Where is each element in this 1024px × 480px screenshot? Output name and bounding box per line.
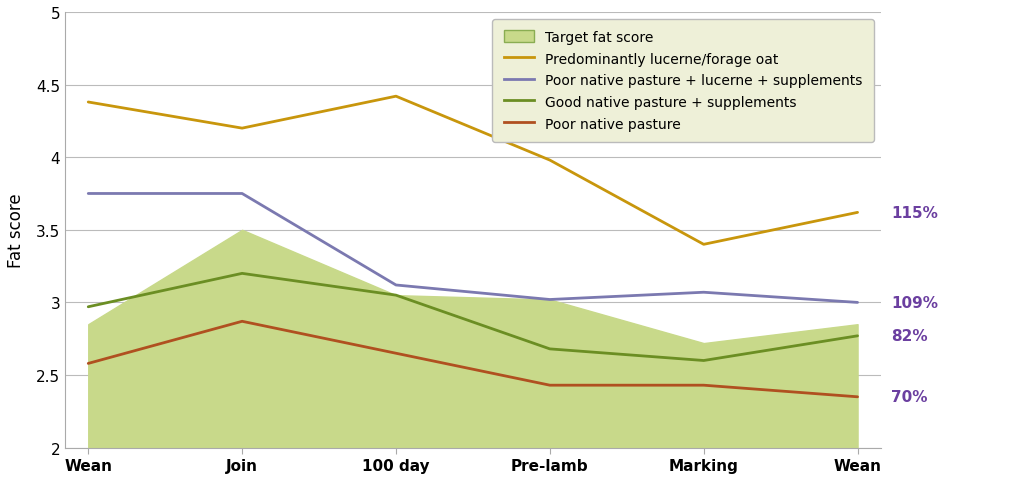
Legend: Target fat score, Predominantly lucerne/forage oat, Poor native pasture + lucern: Target fat score, Predominantly lucerne/…: [493, 20, 873, 143]
Text: 82%: 82%: [892, 329, 928, 344]
Text: 115%: 115%: [892, 205, 938, 220]
Text: 109%: 109%: [892, 295, 938, 310]
Y-axis label: Fat score: Fat score: [7, 193, 25, 267]
Text: 70%: 70%: [892, 389, 928, 405]
